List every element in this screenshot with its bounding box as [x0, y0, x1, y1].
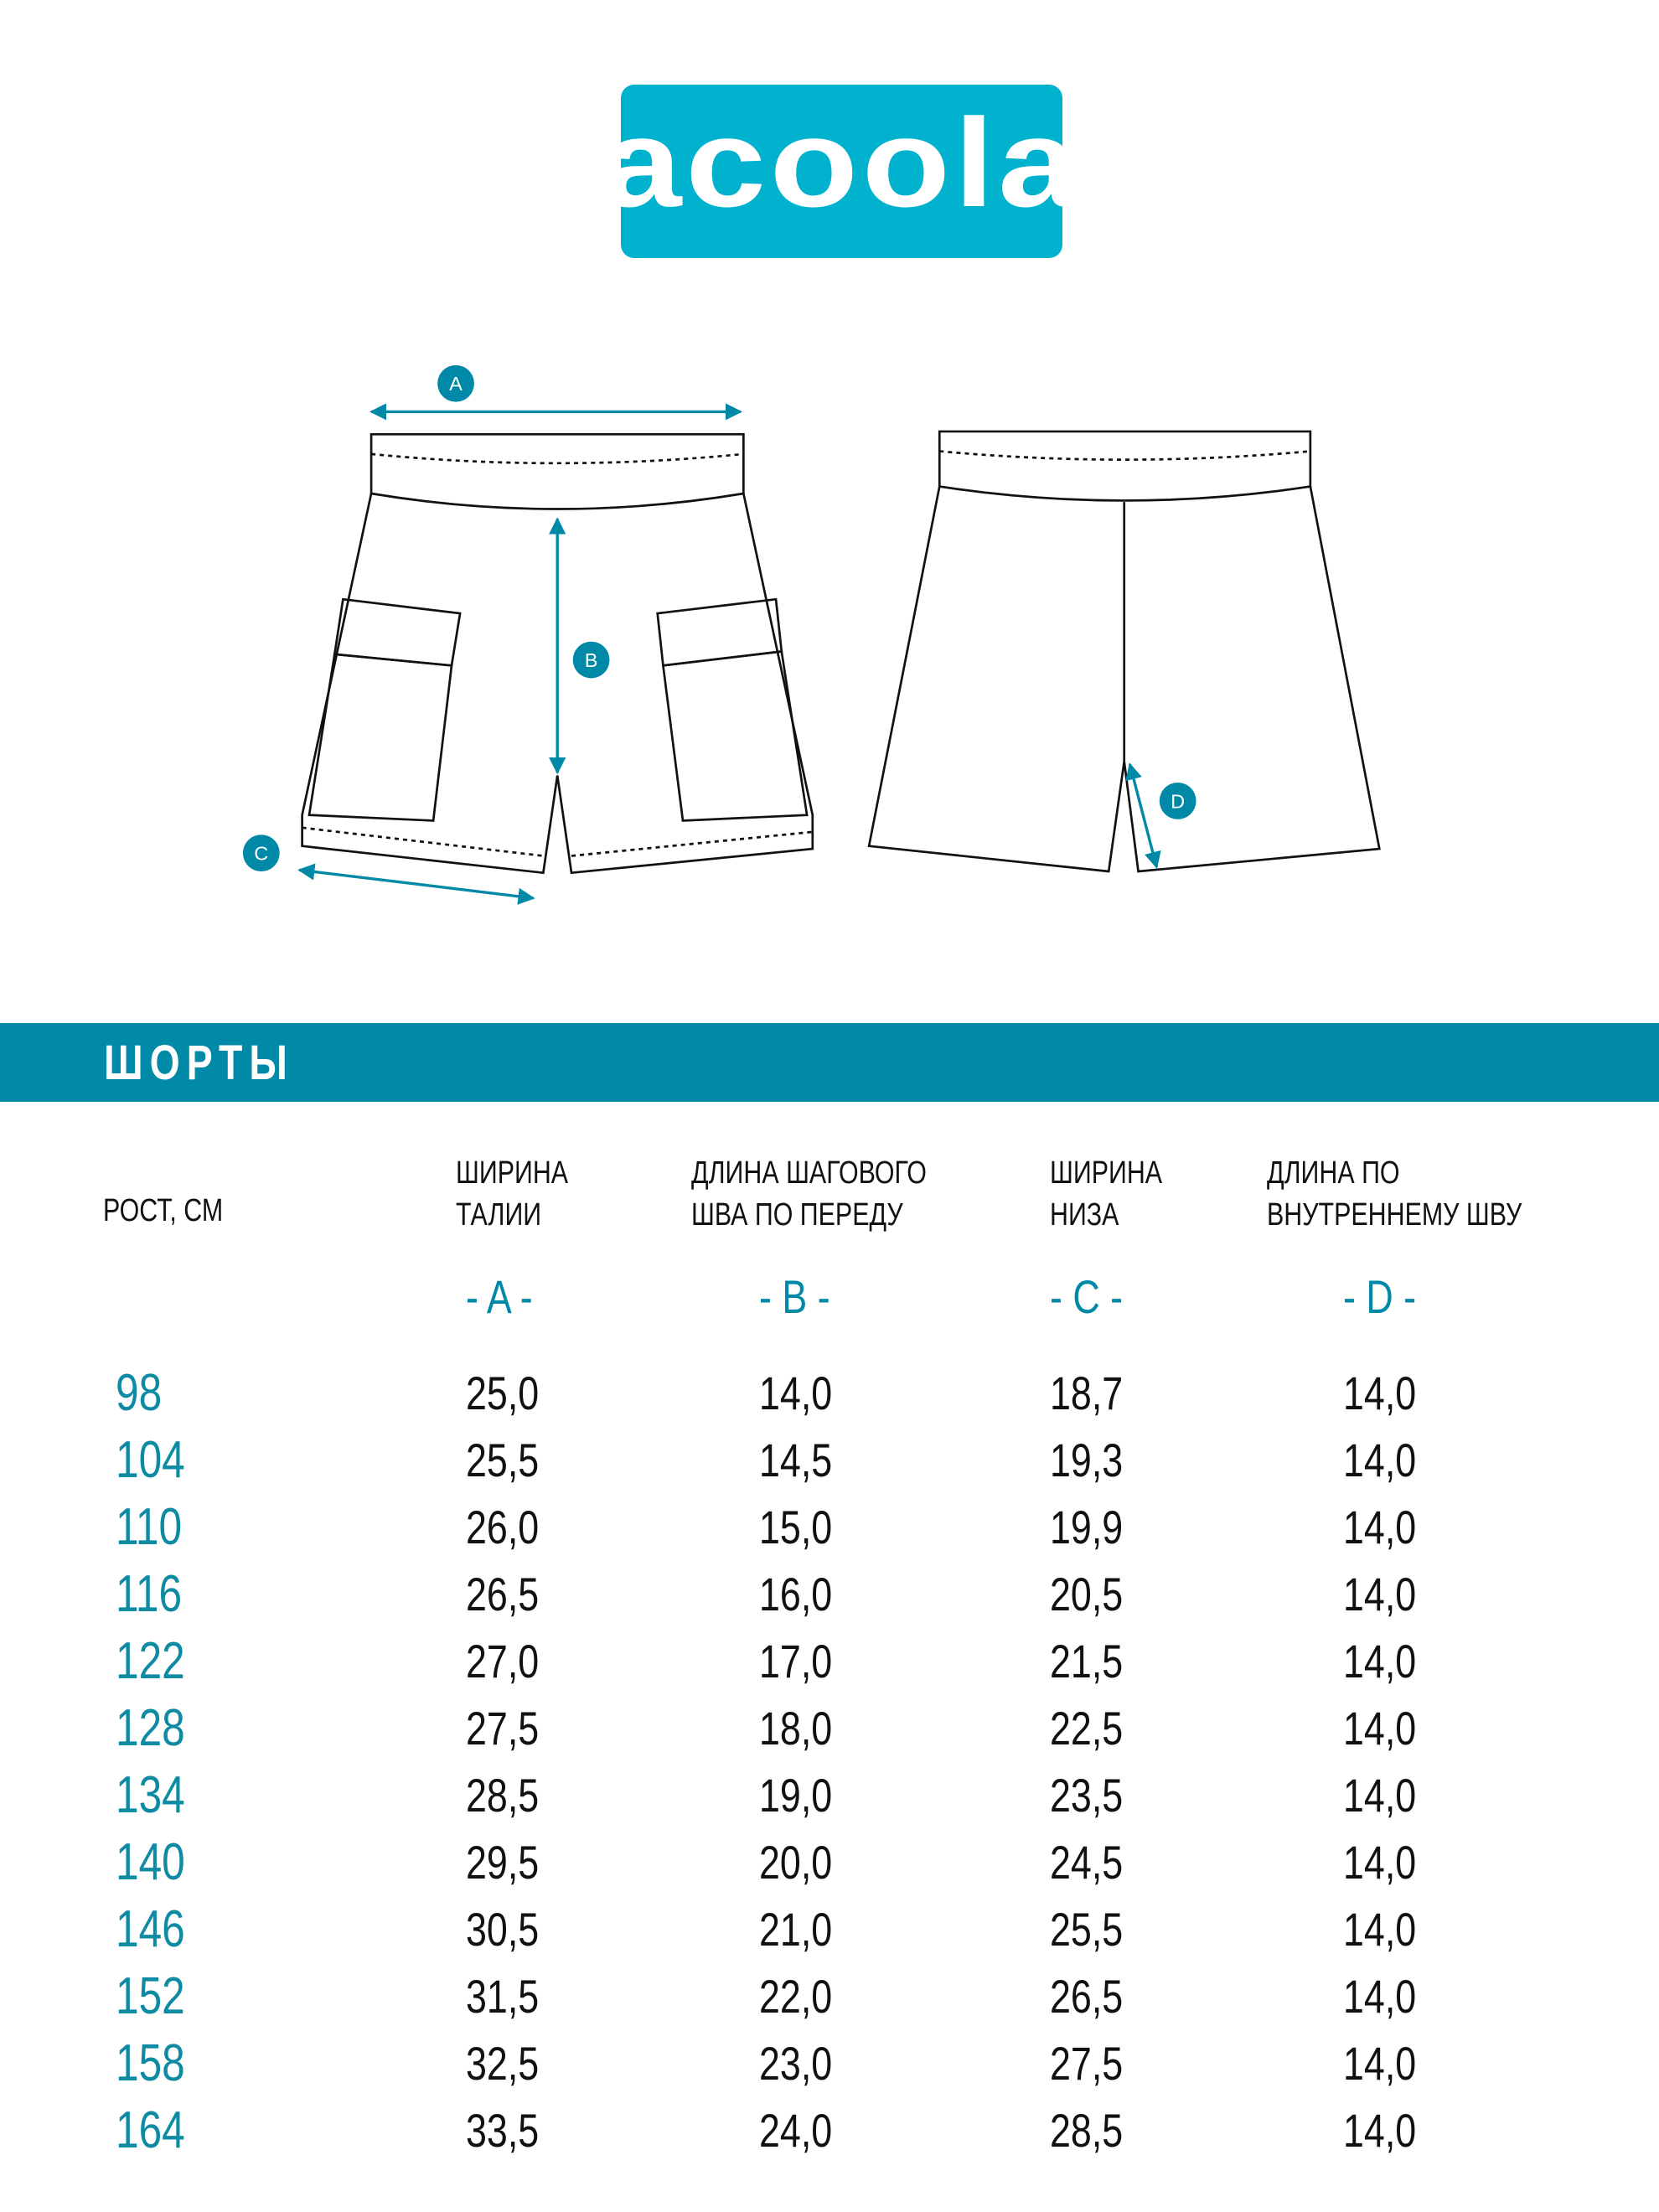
column-letter: - B -: [759, 1270, 830, 1323]
size-label: 152: [116, 1967, 185, 2025]
table-cell: 14,0: [1343, 1367, 1417, 1419]
shorts-measurement-diagram: A B C D: [242, 364, 1381, 905]
table-cell: 19,9: [1050, 1501, 1124, 1553]
size-label: 134: [116, 1766, 185, 1824]
size-label: 128: [116, 1699, 185, 1757]
column-header: ДЛИНА ПО: [1267, 1155, 1400, 1191]
table-cell: 14,0: [1343, 1702, 1417, 1755]
column-header: ДЛИНА ШАГОВОГО: [691, 1155, 927, 1191]
size-label: 158: [116, 2034, 185, 2092]
table-cell: 14,0: [759, 1367, 833, 1419]
table-cell: 15,0: [759, 1501, 833, 1553]
table-cell: 22,5: [1050, 1702, 1124, 1755]
table-cell: 26,5: [466, 1568, 540, 1620]
column-header: ШИРИНА: [456, 1155, 569, 1191]
table-cell: 18,7: [1050, 1367, 1124, 1419]
size-label: 146: [116, 1900, 185, 1958]
table-cell: 19,3: [1050, 1434, 1124, 1486]
column-header: ШВА ПО ПЕРЕДУ: [691, 1197, 903, 1233]
size-label: 164: [116, 2101, 185, 2159]
table-cell: 19,0: [759, 1769, 833, 1822]
table-cell: 28,5: [466, 1769, 540, 1822]
label-b: B: [585, 649, 598, 671]
marker-d: [1159, 782, 1196, 819]
table-cell: 24,0: [759, 2104, 833, 2157]
marker-a: [437, 364, 474, 402]
logo-text: acoola: [601, 92, 1083, 233]
marker-b: [572, 641, 610, 679]
column-header: НИЗА: [1050, 1197, 1119, 1233]
table-cell: 14,0: [1343, 2037, 1417, 2090]
table-cell: 23,0: [759, 2037, 833, 2090]
table-cell: 14,0: [1343, 1568, 1417, 1620]
measure-arrows: [297, 403, 1161, 905]
section-title: ШОРТЫ: [104, 1036, 294, 1090]
table-cell: 24,5: [1050, 1836, 1124, 1889]
table-cell: 25,0: [466, 1367, 540, 1419]
column-header: ВНУТРЕННЕМУ ШВУ: [1267, 1197, 1522, 1233]
table-cell: 21,0: [759, 1903, 833, 1956]
marker-c: [242, 835, 280, 872]
size-label: 122: [116, 1632, 185, 1690]
table-cell: 14,0: [1343, 1501, 1417, 1553]
table-cell: 29,5: [466, 1836, 540, 1889]
column-letter: - A -: [466, 1270, 533, 1323]
table-cell: 16,0: [759, 1568, 833, 1620]
table-cell: 18,0: [759, 1702, 833, 1755]
table-cell: 17,0: [759, 1635, 833, 1687]
column-header: ТАЛИИ: [456, 1197, 542, 1233]
table-cell: 25,5: [1050, 1903, 1124, 1956]
table-cell: 33,5: [466, 2104, 540, 2157]
size-label: 110: [116, 1498, 183, 1556]
table-cell: 14,0: [1343, 1903, 1417, 1956]
brand-logo: acoola: [601, 85, 1078, 258]
size-label: 140: [116, 1833, 185, 1891]
column-letter: - C -: [1050, 1270, 1124, 1323]
front-view-shorts: [301, 432, 814, 875]
table-cell: 23,5: [1050, 1769, 1124, 1822]
table-cell: 14,0: [1343, 1970, 1417, 2023]
table-cell: 26,0: [466, 1501, 540, 1553]
table-cell: 27,5: [1050, 2037, 1124, 2090]
column-header: ШИРИНА: [1050, 1155, 1163, 1191]
table-cell: 14,0: [1343, 1836, 1417, 1889]
table-cell: 14,0: [1343, 1635, 1417, 1687]
size-label: 104: [116, 1431, 185, 1489]
table-cell: 20,0: [759, 1836, 833, 1889]
table-cell: 22,0: [759, 1970, 833, 2023]
back-view-shorts: [867, 430, 1381, 873]
section-band: ШОРТЫ: [0, 1023, 1659, 1102]
table-cell: 30,5: [466, 1903, 540, 1956]
label-a: A: [449, 373, 463, 395]
label-d: D: [1171, 790, 1185, 812]
table-cell: 14,0: [1343, 1434, 1417, 1486]
table-cell: 31,5: [466, 1970, 540, 2023]
row-header: РОСТ, СМ: [103, 1193, 224, 1228]
label-c: C: [254, 843, 268, 865]
size-label: 116: [116, 1565, 183, 1623]
table-cell: 14,5: [759, 1434, 833, 1486]
table-cell: 21,5: [1050, 1635, 1124, 1687]
table-cell: 25,5: [466, 1434, 540, 1486]
table-cell: 20,5: [1050, 1568, 1124, 1620]
table-cell: 28,5: [1050, 2104, 1124, 2157]
table-cell: 27,5: [466, 1702, 540, 1755]
table-cell: 14,0: [1343, 2104, 1417, 2157]
column-letter: - D -: [1343, 1270, 1417, 1323]
size-label: 98: [116, 1364, 163, 1422]
table-cell: 32,5: [466, 2037, 540, 2090]
table-cell: 26,5: [1050, 1970, 1124, 2023]
table-cell: 27,0: [466, 1635, 540, 1687]
table-cell: 14,0: [1343, 1769, 1417, 1822]
